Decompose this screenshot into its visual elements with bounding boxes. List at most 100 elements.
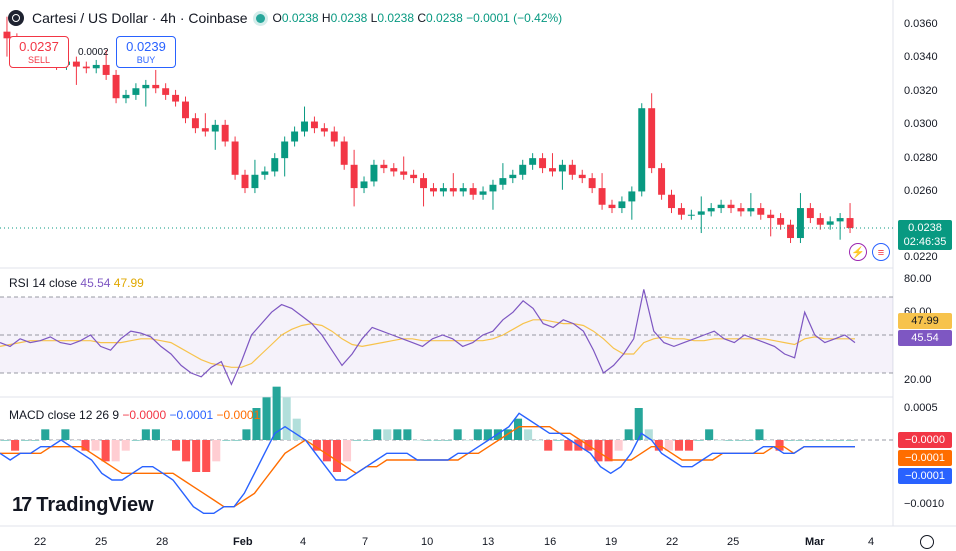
settings-gear-icon[interactable] <box>920 535 934 549</box>
rsi-line <box>0 289 856 386</box>
candle-body <box>628 191 636 202</box>
macd-histogram-bar <box>322 440 331 462</box>
macd-histogram-bar <box>343 440 352 462</box>
macd-histogram-bar <box>634 408 643 440</box>
time-axis-label: 22 <box>34 536 47 548</box>
rsi-title[interactable]: RSI 14 close 45.54 47.99 <box>9 276 144 290</box>
macd-histogram-bar <box>131 440 140 441</box>
macd-histogram-bar <box>91 440 100 451</box>
candle-body <box>112 74 120 99</box>
macd-histogram-bar <box>453 429 462 440</box>
us-flag-icon[interactable]: ≡ <box>872 243 890 261</box>
macd-histogram-bar <box>795 440 804 441</box>
time-axis-label: 19 <box>605 536 618 548</box>
time-axis-label: 25 <box>727 536 740 548</box>
candle-body <box>261 171 269 175</box>
candle-body <box>449 188 457 192</box>
candle-body <box>281 141 289 159</box>
macd-histogram-bar <box>685 440 694 451</box>
macd-histogram-bar <box>212 440 221 462</box>
macd-histogram-bar <box>151 429 160 440</box>
macd-histogram-bar <box>705 429 714 440</box>
candle-body <box>390 168 398 172</box>
sell-button[interactable]: 0.0237 SELL <box>9 36 69 68</box>
market-status-icon <box>255 13 265 23</box>
macd-histogram-bar <box>825 440 834 441</box>
macd-histogram-bar <box>282 397 291 440</box>
candle-body <box>301 121 308 132</box>
candle-body <box>806 208 814 219</box>
rsi-axis-label: 20.00 <box>904 374 932 386</box>
macd-histogram-bar <box>353 440 362 441</box>
candle-body <box>707 208 715 212</box>
lightning-icon[interactable]: ⚡ <box>849 243 867 261</box>
macd-histogram-bar <box>71 440 80 441</box>
candle-body <box>608 204 616 209</box>
price-axis-label: 0.0320 <box>904 85 938 97</box>
macd-histogram-bar <box>51 440 60 441</box>
candle-body <box>172 94 180 102</box>
candle-body <box>558 164 566 172</box>
candle-body <box>767 214 775 219</box>
macd-histogram-bar <box>695 440 704 441</box>
candle-body <box>429 188 437 192</box>
macd-histogram-bar <box>272 386 281 440</box>
macd-histogram-bar <box>182 440 191 462</box>
candle-body <box>320 128 328 132</box>
candle-body <box>459 188 467 192</box>
price-axis-label: 0.0260 <box>904 185 938 197</box>
candle-body <box>201 128 209 132</box>
candle-body <box>102 64 110 75</box>
macd-histogram-bar <box>604 440 613 462</box>
macd-histogram-bar <box>192 440 201 472</box>
candle-body <box>519 164 527 175</box>
macd-histogram-bar <box>534 440 543 441</box>
macd-histogram-bar <box>111 440 120 462</box>
candle-body <box>509 174 517 179</box>
macd-histogram-bar <box>644 429 653 440</box>
price-axis-label: 0.0220 <box>904 251 938 263</box>
candle-body <box>72 61 80 67</box>
macd-histogram-bar <box>473 429 482 440</box>
buy-button[interactable]: 0.0239 BUY <box>116 36 176 68</box>
candle-body <box>677 208 685 215</box>
time-axis-label: 4 <box>868 536 875 548</box>
candle-body <box>330 131 338 142</box>
macd-histogram-bar <box>373 429 382 440</box>
price-axis-label: 0.0280 <box>904 152 938 164</box>
macd-histogram-bar <box>614 440 623 451</box>
candle-body <box>826 221 834 225</box>
macd-histogram-bar <box>554 440 563 441</box>
time-axis-label: 10 <box>421 536 434 548</box>
candle-body <box>251 174 259 189</box>
symbol-title[interactable]: Cartesi / US Dollar · 4h · Coinbase <box>32 10 248 26</box>
candle-body <box>82 66 90 69</box>
candle-body <box>796 208 804 239</box>
macd-title[interactable]: MACD close 12 26 9 −0.0000 −0.0001 −0.00… <box>9 408 261 422</box>
macd-histogram-bar <box>1 440 10 441</box>
macd-histogram-bar <box>393 429 402 440</box>
candle-body <box>578 174 586 179</box>
tradingview-logo[interactable]: 17 TradingView <box>12 494 154 516</box>
candle-body <box>182 101 189 119</box>
candle-body <box>439 188 447 192</box>
candle-body <box>400 171 408 175</box>
time-axis-label: 7 <box>362 536 369 548</box>
time-axis-label: 25 <box>95 536 108 548</box>
chart-header: Cartesi / US Dollar · 4h · Coinbase O0.0… <box>8 10 562 26</box>
candle-body <box>588 178 596 189</box>
macd-histogram-bar <box>745 440 754 441</box>
macd-histogram-bar <box>121 440 130 451</box>
rsi-ma-line <box>0 319 855 368</box>
candle-body <box>380 164 388 169</box>
macd-line <box>0 412 855 514</box>
macd-histogram-bar <box>433 440 442 441</box>
macd-histogram-bar <box>222 440 231 441</box>
candle-body <box>340 141 348 165</box>
candle-body <box>618 201 626 209</box>
macd-histogram-bar <box>332 440 341 472</box>
time-axis-label: Feb <box>233 536 253 548</box>
macd-histogram-bar <box>674 440 683 451</box>
spread-value: 0.0002 <box>78 47 109 58</box>
